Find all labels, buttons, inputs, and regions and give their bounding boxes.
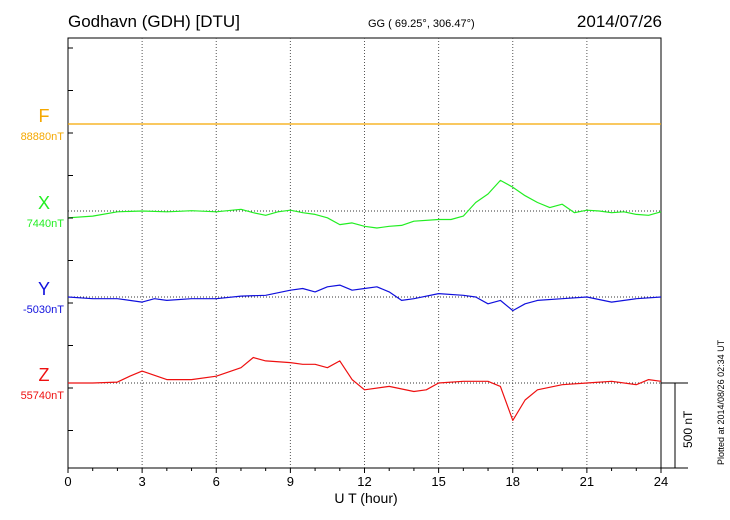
x-tick-label: 21 [580,474,594,489]
scale-bar: 500 nT [661,382,695,469]
series-layer [67,123,662,421]
plotted-note: Plotted at 2014/08/26 02:34 UT [716,339,726,465]
component-label-f: F [39,106,50,126]
baseline-value-f: 88880nT [21,131,65,143]
scale-bar-label: 500 nT [681,410,695,448]
x-tick-label: 3 [139,474,146,489]
baseline-value-z: 55740nT [21,390,65,402]
chart-date: 2014/07/26 [577,12,662,31]
series-line-y [67,284,662,312]
x-tick-label: 6 [213,474,220,489]
x-tick-label: 18 [506,474,520,489]
label-layer: F 88880nT X 7440nT Y -5030nT Z 55740nT [21,106,65,402]
component-label-z: Z [39,365,50,385]
x-tick-label: 0 [64,474,71,489]
series-line-z [68,356,662,421]
station-coords: GG ( 69.25°, 306.47°) [368,18,475,30]
plot-frame [67,37,662,469]
x-tick-label: 12 [357,474,371,489]
tick-layer: 0 3 6 9 12 15 18 21 24 [64,47,668,489]
x-axis-label: U T (hour) [334,490,397,506]
station-title: Godhavn (GDH) [DTU] [68,12,240,31]
grid-layer [68,38,661,468]
x-tick-label: 9 [287,474,294,489]
series-line-x [67,179,662,229]
baseline-value-x: 7440nT [27,218,65,230]
x-tick-label: 15 [431,474,445,489]
baseline-value-y: -5030nT [23,304,64,316]
component-label-y: Y [38,279,50,299]
component-label-x: X [38,193,50,213]
x-tick-label: 24 [654,474,668,489]
